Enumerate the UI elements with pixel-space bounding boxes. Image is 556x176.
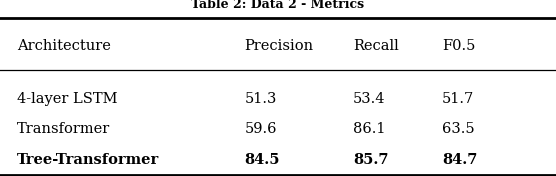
- Text: 84.7: 84.7: [442, 153, 478, 167]
- Text: 59.6: 59.6: [245, 122, 277, 136]
- Text: Recall: Recall: [353, 39, 399, 53]
- Text: Table 2: Data 2 - Metrics: Table 2: Data 2 - Metrics: [191, 0, 365, 11]
- Text: 84.5: 84.5: [245, 153, 280, 167]
- Text: 63.5: 63.5: [442, 122, 475, 136]
- Text: Transformer: Transformer: [17, 122, 110, 136]
- Text: 53.4: 53.4: [353, 92, 385, 106]
- Text: Architecture: Architecture: [17, 39, 111, 53]
- Text: 4-layer LSTM: 4-layer LSTM: [17, 92, 117, 106]
- Text: 85.7: 85.7: [353, 153, 389, 167]
- Text: F0.5: F0.5: [442, 39, 475, 53]
- Text: 51.7: 51.7: [442, 92, 474, 106]
- Text: Tree-Transformer: Tree-Transformer: [17, 153, 159, 167]
- Text: 86.1: 86.1: [353, 122, 385, 136]
- Text: 51.3: 51.3: [245, 92, 277, 106]
- Text: Precision: Precision: [245, 39, 314, 53]
